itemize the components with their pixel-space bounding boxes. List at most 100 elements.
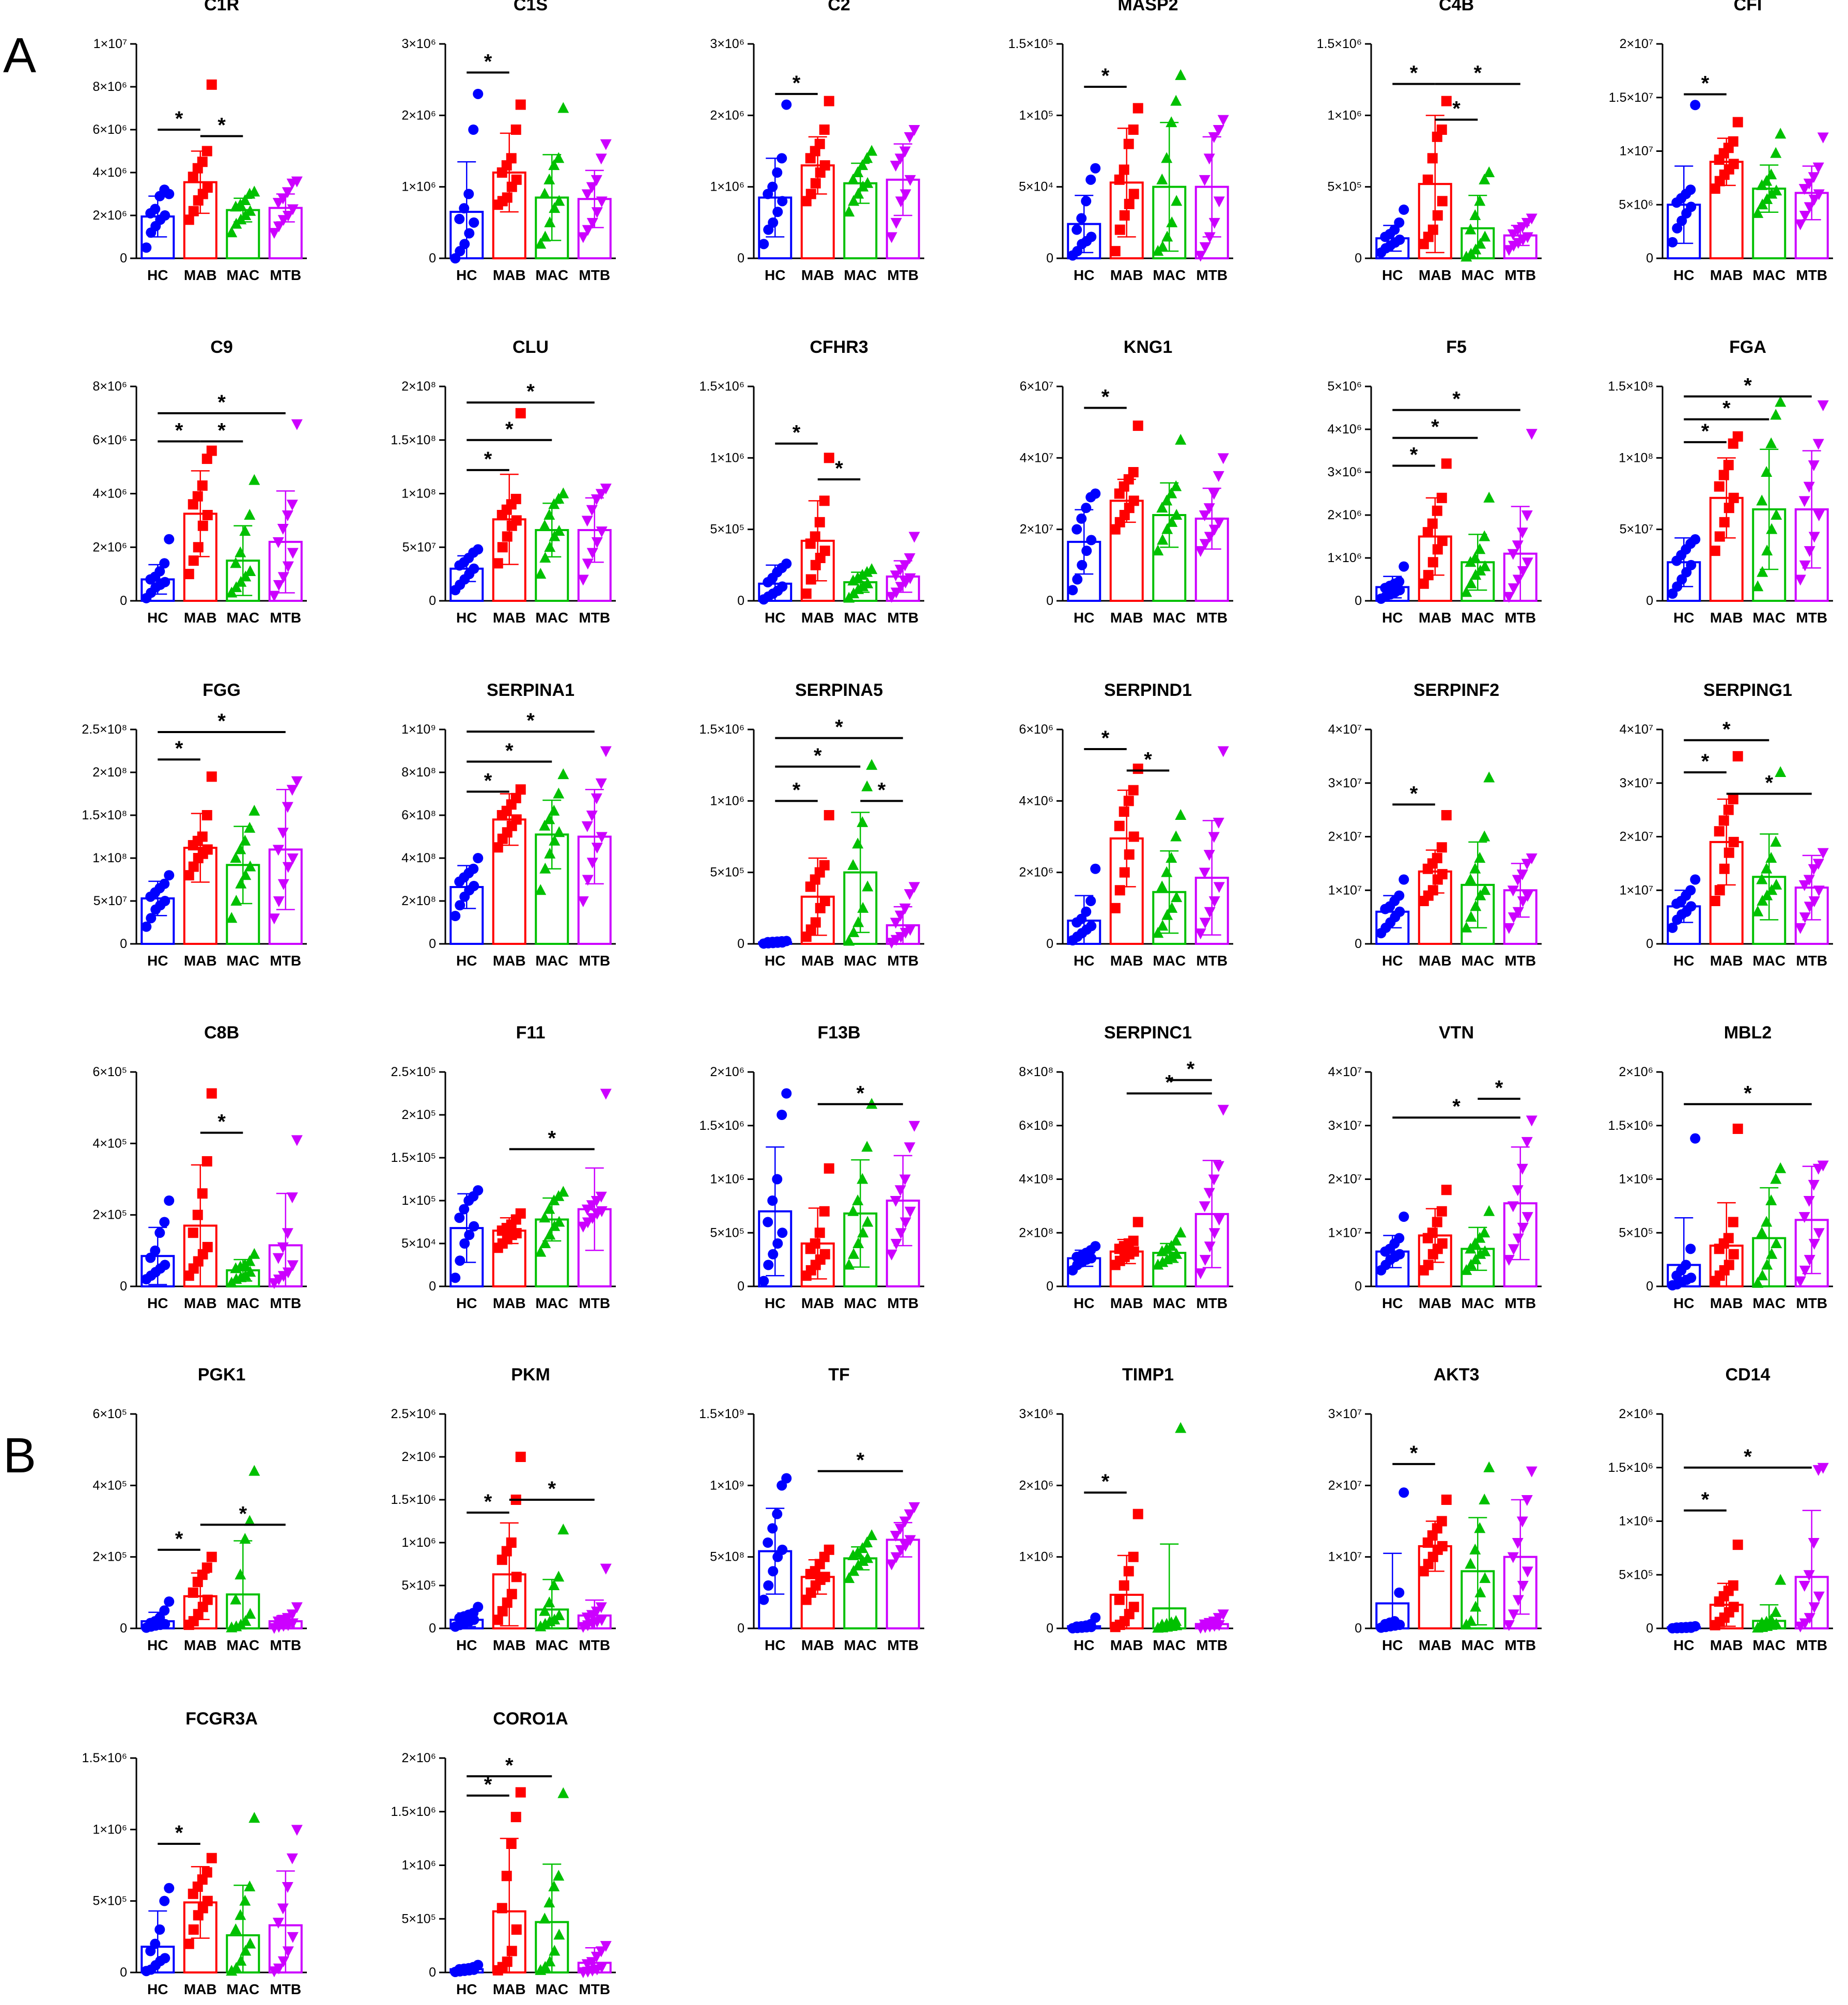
point-serpinc1-hc xyxy=(1090,1241,1101,1252)
y-tick-label-serping1: 4×10⁷ xyxy=(1620,722,1653,737)
y-tick-label-pgk1: 4×10⁵ xyxy=(92,1478,127,1493)
chart-title-cfi: CFI xyxy=(1734,0,1762,14)
point-serpina1-mac xyxy=(539,862,551,874)
y-tick-label-vtn: 0 xyxy=(1355,1279,1362,1294)
x-tick-label-c9-mtb: MTB xyxy=(270,610,301,626)
point-c9-mab xyxy=(183,569,194,580)
point-clu-mtb xyxy=(600,484,612,495)
point-coro1a-mac xyxy=(549,1945,561,1956)
point-mbl2-mac xyxy=(1770,1173,1782,1184)
point-serpinf2-mtb xyxy=(1521,859,1533,870)
point-mbl2-mac xyxy=(1752,1277,1764,1288)
x-tick-label-vtn-mac: MAC xyxy=(1461,1295,1494,1311)
point-c9-mtb xyxy=(291,419,303,430)
point-f13b-hc xyxy=(763,1217,773,1227)
point-c9-mab xyxy=(188,499,198,510)
x-tick-label-c8b-mtb: MTB xyxy=(270,1295,301,1311)
point-clu-mab xyxy=(510,493,521,504)
point-fgg-hc xyxy=(160,896,170,906)
point-fga-mtb xyxy=(1804,546,1815,557)
chart-title-c4b: C4B xyxy=(1439,0,1474,14)
significance-star-c9: * xyxy=(218,419,226,442)
x-tick-label-coro1a-hc: HC xyxy=(456,1981,477,1997)
x-tick-label-serpinf2-hc: HC xyxy=(1382,953,1403,969)
point-c8b-hc xyxy=(160,1260,170,1270)
point-coro1a-mac xyxy=(557,1787,569,1798)
point-serping1-mab xyxy=(1728,836,1739,847)
point-serpinf2-mac xyxy=(1470,900,1482,911)
point-fcgr3a-mac xyxy=(244,1937,256,1949)
point-masp2-mac xyxy=(1157,240,1169,252)
point-fcgr3a-mac xyxy=(240,1945,252,1956)
point-serping1-mac xyxy=(1765,852,1777,863)
point-masp2-mab xyxy=(1128,125,1139,135)
point-serpinc1-mtb xyxy=(1194,1268,1206,1280)
point-c8b-mab xyxy=(197,1188,208,1199)
y-tick-label-fgg: 5×10⁷ xyxy=(94,894,127,908)
point-c2-hc xyxy=(767,181,778,192)
y-tick-label-c2: 2×10⁶ xyxy=(710,108,744,122)
point-c1r-mab xyxy=(188,206,199,216)
point-fgg-mac xyxy=(230,852,242,863)
point-mbl2-hc xyxy=(1686,1272,1697,1283)
point-f11-mac xyxy=(535,1246,547,1257)
point-fcgr3a-mtb xyxy=(277,1903,289,1915)
point-serpinc1-mtb xyxy=(1203,1188,1215,1199)
point-masp2-mtb xyxy=(1217,115,1229,126)
point-c1s-mtb xyxy=(577,232,589,243)
point-serpind1-mab xyxy=(1110,903,1121,913)
point-serpina1-mab xyxy=(492,842,503,853)
chart-title-timp1: TIMP1 xyxy=(1122,1365,1174,1385)
chart-masp2: MASP2 0 5×10⁴ 1×10⁵ 1.5×10⁵ HC MAB MAC MTB * xyxy=(1008,0,1233,283)
x-tick-label-f13b-mab: MAB xyxy=(801,1295,834,1311)
point-tf-mab xyxy=(824,1544,834,1555)
x-tick-label-serpina5-mtb: MTB xyxy=(887,953,919,969)
point-serpinf2-mac xyxy=(1474,852,1486,863)
y-tick-label-clu: 1.5×10⁸ xyxy=(391,433,436,447)
point-serpina1-mac xyxy=(557,768,569,780)
chart-title-kng1: KNG1 xyxy=(1124,337,1172,357)
point-masp2-mtb xyxy=(1204,232,1216,243)
y-tick-label-c4b: 0 xyxy=(1355,251,1362,266)
point-masp2-mab xyxy=(1132,103,1143,114)
significance-star-c4b: * xyxy=(1410,61,1418,84)
point-fcgr3a-mab xyxy=(201,1867,212,1878)
point-c9-mab xyxy=(193,542,204,553)
point-fcgr3a-mac xyxy=(244,1880,256,1891)
y-tick-label-c1r: 0 xyxy=(120,251,127,266)
point-masp2-mtb xyxy=(1213,196,1225,208)
point-vtn-hc xyxy=(1399,1211,1409,1222)
y-tick-label-fga: 1×10⁸ xyxy=(1619,450,1653,465)
point-cfhr3-mac xyxy=(866,563,878,574)
point-serpind1-mac xyxy=(1161,909,1173,920)
point-fgg-mtb xyxy=(282,862,294,873)
x-tick-label-serping1-mtb: MTB xyxy=(1796,953,1827,969)
y-tick-label-fcgr3a: 0 xyxy=(120,1965,127,1980)
significance-star-serpina5: * xyxy=(835,716,843,739)
point-c4b-mab xyxy=(1441,96,1452,106)
y-tick-label-serpinf2: 0 xyxy=(1355,937,1362,951)
point-fgg-mtb xyxy=(291,776,303,787)
y-tick-label-cfi: 1×10⁷ xyxy=(1620,144,1653,159)
y-tick-label-clu: 5×10⁷ xyxy=(402,540,436,554)
point-c9-mab xyxy=(197,480,208,491)
y-tick-label-c8b: 2×10⁵ xyxy=(92,1208,127,1222)
y-tick-label-c2: 3×10⁶ xyxy=(710,37,744,51)
point-tf-mtb xyxy=(908,1502,920,1513)
y-tick-label-tf: 0 xyxy=(737,1621,744,1636)
point-cfi-mab xyxy=(1732,117,1743,128)
point-f5-mab xyxy=(1422,527,1433,538)
point-cfi-mtb xyxy=(1817,132,1829,144)
x-tick-label-serpinc1-hc: HC xyxy=(1074,1295,1094,1311)
y-tick-label-f11: 1×10⁵ xyxy=(401,1193,436,1208)
y-tick-label-clu: 1×10⁸ xyxy=(401,487,436,501)
point-f5-mab xyxy=(1427,557,1438,568)
point-serpina5-mtb xyxy=(904,889,915,900)
point-c4b-mac xyxy=(1461,251,1472,262)
point-masp2-mtb xyxy=(1203,153,1215,165)
point-kng1-hc xyxy=(1081,503,1092,514)
point-mbl2-mtb xyxy=(1799,1265,1811,1277)
y-tick-label-fcgr3a: 5×10⁵ xyxy=(92,1894,127,1908)
point-serpind1-mtb xyxy=(1204,907,1216,918)
x-tick-label-serpind1-mab: MAB xyxy=(1110,953,1143,969)
